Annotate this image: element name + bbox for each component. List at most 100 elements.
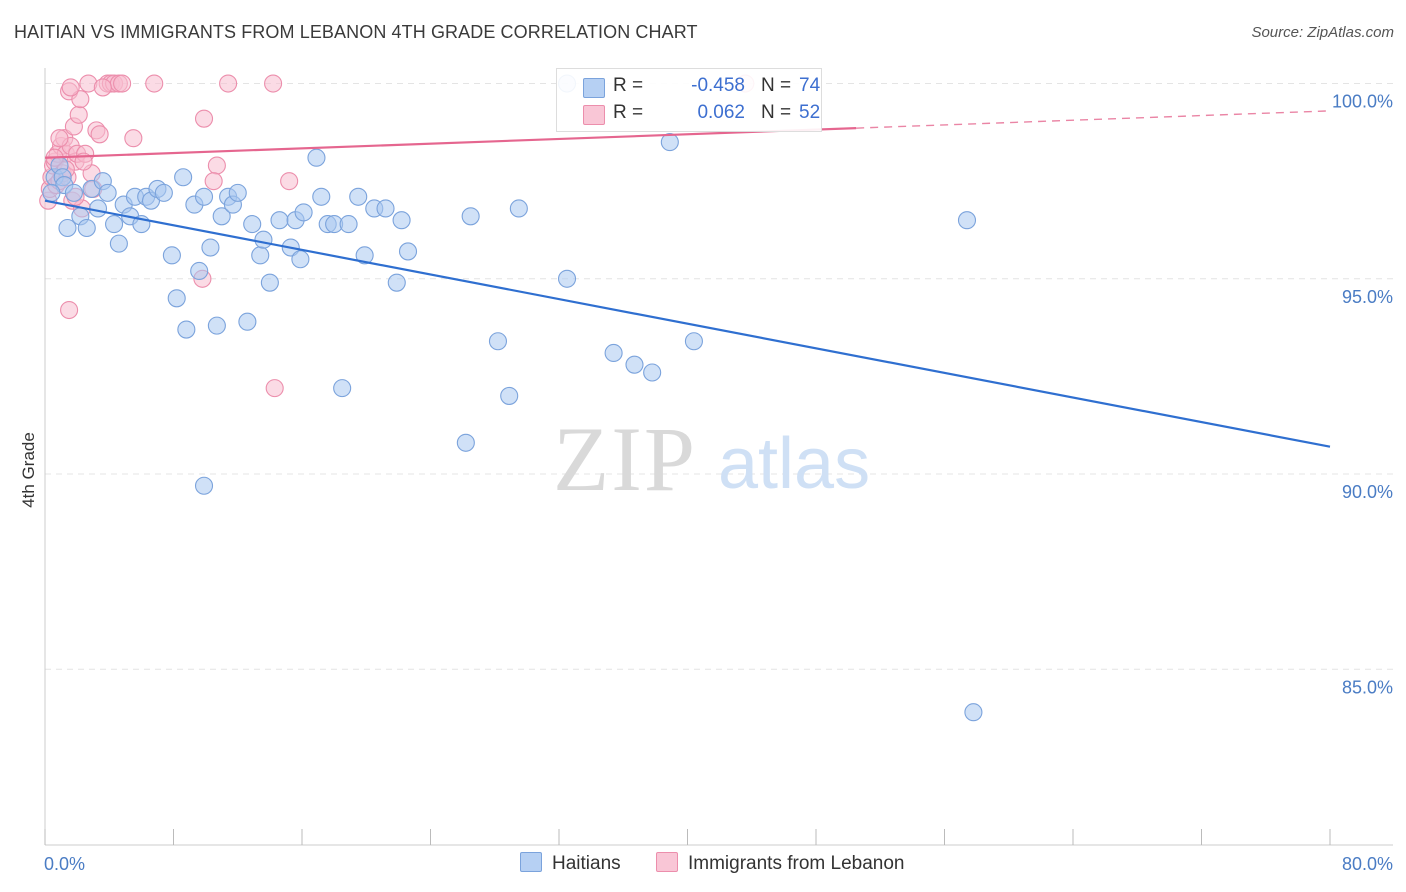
data-point-haitians [228, 183, 247, 202]
data-point-haitians [58, 218, 77, 238]
data-point-lebanon [219, 74, 238, 93]
trend-line-lebanon [44, 127, 857, 159]
data-point-haitians [557, 269, 577, 288]
data-point-haitians [312, 187, 331, 206]
data-point-haitians [349, 187, 368, 206]
data-point-haitians [194, 187, 214, 206]
y-tick-label: 100.0% [1332, 92, 1393, 112]
data-point-haitians [162, 246, 181, 265]
data-point-haitians [604, 343, 623, 363]
correlation-legend: R = -0.458 N = 74 R = 0.062 N = 52 [556, 68, 822, 132]
legend-n-label: N = [761, 75, 792, 96]
data-point-haitians [294, 203, 313, 222]
legend-swatch-pink [583, 105, 605, 125]
legend-n-value: 74 [799, 75, 821, 96]
legend-item-lebanon: Immigrants from Lebanon [656, 852, 905, 875]
gridlines [45, 83, 1393, 670]
data-point-haitians [307, 148, 326, 167]
legend-r-value: -0.458 [691, 75, 745, 96]
legend-swatch-lebanon [656, 852, 678, 872]
data-point-lebanon [60, 300, 79, 320]
x-tick-max: 80.0% [1342, 854, 1393, 874]
trend-line-lebanon-extension [856, 110, 1331, 129]
legend-item-haitians: Haitians [520, 852, 621, 875]
data-point-lebanon [207, 156, 226, 175]
data-point-haitians [251, 246, 270, 265]
data-point-haitians [270, 211, 289, 230]
source-credit: Source: ZipAtlas.com [1251, 24, 1394, 41]
data-point-haitians [660, 133, 679, 152]
data-point-haitians [260, 273, 279, 292]
legend-r-value: 0.062 [697, 102, 745, 123]
data-point-haitians [77, 218, 96, 238]
data-point-haitians [964, 703, 983, 722]
data-point-haitians [167, 289, 186, 308]
data-point-haitians [109, 234, 128, 253]
data-point-haitians [177, 320, 196, 339]
data-point-lebanon [61, 78, 80, 97]
data-point-haitians [376, 199, 395, 218]
data-point-haitians [174, 168, 193, 187]
data-point-haitians [333, 379, 352, 398]
data-point-haitians [643, 363, 662, 382]
trend-line-haitians [44, 199, 1331, 448]
chart-title: HAITIAN VS IMMIGRANTS FROM LEBANON 4TH G… [14, 22, 698, 42]
data-point-haitians [154, 183, 173, 202]
x-tick-min: 0.0% [44, 854, 85, 874]
legend-label-haitians: Haitians [552, 853, 621, 874]
watermark: ZIP atlas [553, 408, 870, 510]
data-point-haitians [957, 211, 977, 230]
axes [44, 68, 1393, 846]
data-point-lebanon [124, 129, 143, 148]
data-point-lebanon [90, 125, 109, 144]
y-axis-label: 4th Grade [19, 432, 38, 508]
data-point-haitians [105, 215, 124, 234]
data-point-haitians [625, 355, 644, 374]
data-point-haitians [212, 207, 231, 226]
data-point-haitians [339, 215, 358, 234]
watermark-atlas: atlas [718, 424, 870, 504]
data-point-lebanon [204, 172, 223, 191]
data-point-lebanon [93, 78, 112, 97]
data-point-haitians [254, 230, 273, 249]
data-point-haitians [684, 332, 703, 351]
data-point-haitians [291, 250, 310, 269]
data-point-haitians [42, 183, 61, 202]
watermark-zip: ZIP [553, 408, 697, 510]
legend-r-label: R = [613, 75, 644, 96]
data-point-haitians [207, 316, 226, 335]
data-point-haitians [387, 273, 406, 292]
legend-n-label: N = [761, 102, 792, 123]
data-point-haitians [488, 332, 508, 351]
legend-label-lebanon: Immigrants from Lebanon [688, 853, 905, 874]
y-tick-label: 90.0% [1342, 482, 1393, 502]
data-point-haitians [238, 312, 257, 331]
data-point-haitians [509, 199, 528, 218]
data-point-lebanon [69, 105, 88, 124]
data-point-haitians [355, 246, 374, 265]
data-point-haitians [98, 183, 117, 202]
data-point-haitians [88, 199, 108, 218]
y-tick-label: 85.0% [1342, 677, 1393, 697]
data-point-lebanon [265, 379, 284, 398]
trend-lines [44, 110, 1331, 448]
data-point-lebanon [264, 74, 283, 93]
data-point-lebanon [113, 74, 132, 93]
data-point-lebanon [145, 74, 164, 93]
legend-swatch-blue [583, 78, 605, 98]
data-point-lebanon [194, 109, 214, 128]
data-point-haitians [461, 207, 480, 226]
data-point-haitians [398, 242, 418, 261]
data-point-haitians [64, 183, 83, 202]
data-point-haitians [201, 238, 220, 257]
series-haitians-points [42, 74, 983, 722]
y-tick-label: 95.0% [1342, 287, 1393, 307]
data-point-lebanon [50, 129, 69, 148]
data-point-haitians [456, 433, 475, 452]
data-point-haitians [500, 386, 519, 405]
legend-n-value: 52 [799, 102, 821, 123]
legend-swatch-haitians [520, 852, 542, 872]
y-tick-labels: 85.0% 90.0% 95.0% 100.0% [1332, 92, 1393, 698]
data-point-haitians [194, 476, 214, 495]
